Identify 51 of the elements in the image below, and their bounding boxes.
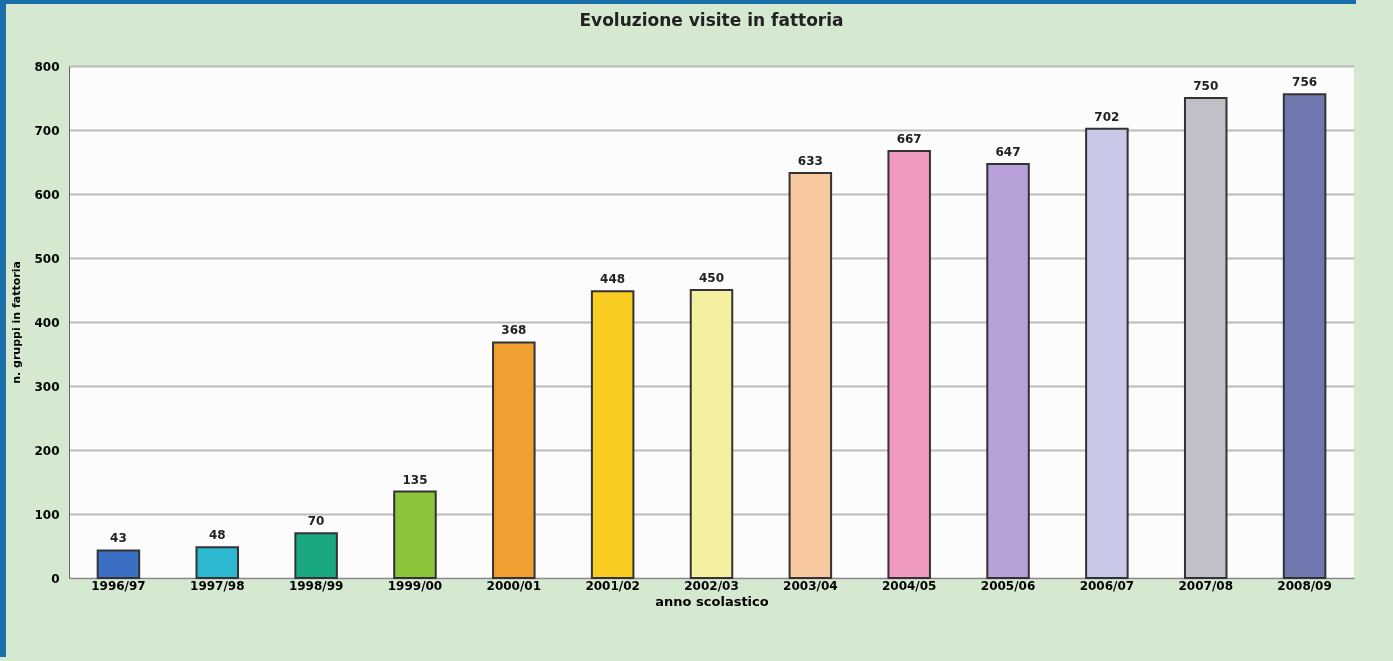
- data-label: 43: [110, 531, 127, 546]
- y-tick-label: 600: [34, 187, 60, 202]
- bar: [1183, 97, 1228, 579]
- bar: [96, 549, 141, 579]
- x-axis-title: anno scolastico: [655, 593, 769, 609]
- data-label: 48: [208, 528, 226, 543]
- y-tick-label: 0: [51, 571, 60, 586]
- bar: [590, 290, 635, 579]
- y-tick-label: 100: [34, 507, 60, 522]
- y-tick-label: 700: [34, 123, 60, 138]
- y-tick-label: 800: [34, 59, 60, 74]
- bar: [1085, 127, 1129, 579]
- bar: [393, 490, 437, 579]
- data-label: 667: [896, 132, 922, 147]
- x-tick-label: 1998/99: [288, 578, 344, 593]
- x-tick-label: 2003/04: [783, 578, 838, 593]
- data-label: 70: [307, 514, 325, 529]
- x-tick-label: 2004/05: [881, 578, 937, 593]
- y-tick-label: 200: [34, 443, 60, 458]
- bar: [1282, 93, 1327, 579]
- data-label: 450: [698, 271, 725, 285]
- y-tick-label: 300: [34, 379, 60, 394]
- x-tick-label: 2006/07: [1079, 578, 1135, 593]
- data-label: 448: [600, 272, 626, 287]
- chart-title: Evoluzione visite in fattoria: [579, 10, 844, 30]
- bar: [788, 171, 833, 579]
- y-tick-label: 500: [34, 251, 60, 266]
- bar: [887, 150, 931, 579]
- x-tick-label: 1999/00: [387, 578, 443, 593]
- x-tick-label: 2007/08: [1178, 578, 1233, 593]
- bar: [689, 289, 734, 579]
- x-tick-label: 1996/97: [91, 578, 146, 593]
- x-tick-label: 2001/02: [585, 578, 640, 593]
- data-label: 756: [1292, 75, 1318, 90]
- bar: [195, 546, 240, 579]
- x-tick-label: 2005/06: [980, 578, 1036, 593]
- x-tick-label: 2008/09: [1277, 578, 1332, 593]
- x-tick-label: 2000/01: [486, 578, 542, 593]
- data-label: 702: [1094, 109, 1120, 124]
- data-label: 750: [1193, 79, 1219, 93]
- data-label: 368: [501, 323, 527, 338]
- data-label: 633: [797, 153, 823, 168]
- data-label: 647: [995, 144, 1021, 159]
- bar: [294, 532, 338, 579]
- data-label: 135: [402, 472, 428, 487]
- x-tick-label: 2002/03: [684, 578, 739, 593]
- y-tick-label: 400: [34, 315, 60, 330]
- bar: [986, 162, 1030, 579]
- y-axis-title: n. gruppi in fattoria: [10, 261, 24, 384]
- x-tick-label: 1997/98: [190, 578, 245, 593]
- bar: [492, 341, 536, 579]
